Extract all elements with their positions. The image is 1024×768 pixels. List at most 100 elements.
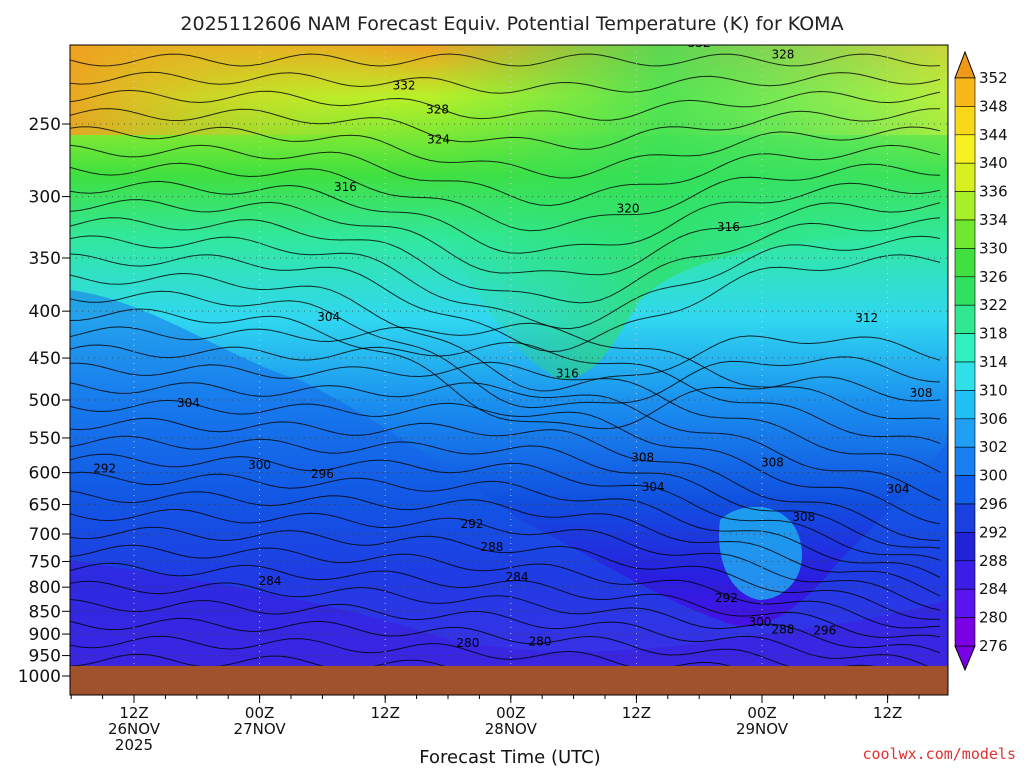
contour-label: 332 (688, 36, 711, 50)
colorbar-swatch (954, 162, 976, 192)
colorbar-label: 336 (979, 183, 1008, 201)
contour-line (70, 417, 941, 541)
x-tick-label: 12Z (119, 704, 148, 722)
colorbar-label: 344 (979, 126, 1008, 144)
colorbar-swatch (954, 390, 976, 420)
contour-label: 296 (311, 467, 334, 481)
colorbar-label: 302 (979, 438, 1008, 456)
y-tick-label: 750 (29, 552, 61, 572)
colorbar-label: 310 (979, 381, 1008, 399)
contour-line (70, 322, 941, 420)
contour-line (70, 126, 941, 179)
contour-line (70, 53, 941, 67)
y-tick-label: 950 (29, 647, 61, 667)
colorbar-swatch (954, 475, 976, 505)
colorbar-label: 330 (979, 239, 1008, 257)
colorbar-swatch (954, 418, 976, 448)
contour-label: 300 (748, 615, 771, 629)
contour-line (70, 272, 941, 392)
contour-label: 308 (792, 510, 815, 524)
contour-label: 292 (93, 462, 116, 476)
x-tick-label: 27NOV (234, 720, 287, 738)
contour-line (70, 471, 941, 578)
colorbar-label: 348 (979, 97, 1008, 115)
colorbar-swatch (954, 77, 976, 107)
contour-line (70, 544, 941, 629)
y-tick-label: 600 (29, 464, 61, 484)
x-tick-label: 00Z (747, 704, 776, 722)
colorbar-label: 306 (979, 410, 1008, 428)
colorbar: 352 348 344 340 336 334 330 326 322 318 314 310 306 3… (954, 50, 1008, 672)
y-tick-label: 500 (29, 391, 61, 411)
contour-line (70, 180, 941, 254)
y-tick-label: 400 (29, 302, 61, 322)
colorbar-swatch (954, 304, 976, 334)
colorbar-label: 340 (979, 154, 1008, 172)
colorbar-swatch (954, 248, 976, 278)
contour-line (70, 580, 941, 654)
x-tick-label: 12Z (371, 704, 400, 722)
x-tick-label: 00Z (245, 704, 274, 722)
ground-surface (70, 665, 948, 695)
contour-label: 304 (887, 482, 910, 496)
contour-line (70, 490, 941, 597)
colorbar-swatch (954, 532, 976, 562)
x-tick-label: 28NOV (485, 720, 538, 738)
colorbar-label: 314 (979, 353, 1008, 371)
x-tick-label: 12Z (622, 704, 651, 722)
colorbar-label: 352 (979, 69, 1008, 87)
x-tick-label: 26NOV (108, 720, 161, 738)
colorbar-label: 318 (979, 325, 1008, 343)
contour-label: 300 (248, 458, 271, 472)
contour-label: 308 (910, 386, 933, 400)
contour-label: 280 (529, 634, 552, 648)
field-green-trough (430, 45, 948, 380)
colorbar-swatch (954, 560, 976, 590)
colorbar-label: 280 (979, 609, 1008, 627)
y-tick-label: 450 (29, 349, 61, 369)
colorbar-label: 322 (979, 296, 1008, 314)
x-axis-title: Forecast Time (UTC) (419, 747, 600, 768)
contour-label: 320 (617, 201, 640, 215)
colorbar-label: 300 (979, 467, 1008, 485)
y-tick-label: 250 (29, 115, 61, 135)
colorbar-swatch (954, 134, 976, 164)
contour-label: 308 (761, 456, 784, 470)
contour-label: 328 (426, 102, 449, 116)
contour-line (70, 453, 941, 561)
field-purple-base (70, 560, 948, 695)
contour-label: 324 (427, 133, 450, 147)
contour-line (70, 199, 941, 276)
colorbar-swatch (954, 503, 976, 533)
contour-label: 296 (813, 623, 836, 637)
contour-label: 284 (506, 570, 529, 584)
contour-line (70, 399, 941, 525)
colorbar-label: 276 (979, 637, 1008, 655)
y-tick-label: 350 (29, 249, 61, 269)
contour-label: 288 (481, 540, 504, 554)
contour-line (70, 71, 941, 94)
contour-label: 316 (334, 180, 357, 194)
y-tick-label: 300 (29, 188, 61, 208)
contour-line (70, 253, 941, 353)
colorbar-label: 326 (979, 268, 1008, 286)
colorbar-swatch (954, 588, 976, 618)
site-credit[interactable]: coolwx.com/models (862, 745, 1016, 763)
colorbar-swatch (954, 361, 976, 391)
contour-line (70, 89, 941, 121)
contour-label: 288 (771, 623, 794, 637)
contour-label: 328 (771, 48, 794, 62)
colorbar-label: 284 (979, 580, 1008, 598)
y-tick-label: 850 (29, 602, 61, 622)
contour-line (70, 341, 941, 444)
colorbar-swatch (954, 276, 976, 306)
contour-line (70, 382, 941, 501)
y-axis: 250 300 350 400 450 500 550 600 650 700 750 800 850 9… (18, 115, 70, 687)
contour-line (70, 435, 941, 549)
contour-line (70, 509, 941, 611)
x-tick-label: 2025 (115, 736, 153, 754)
chart-title: 2025112606 NAM Forecast Equiv. Potential… (180, 13, 843, 35)
colorbar-label: 334 (979, 211, 1008, 229)
